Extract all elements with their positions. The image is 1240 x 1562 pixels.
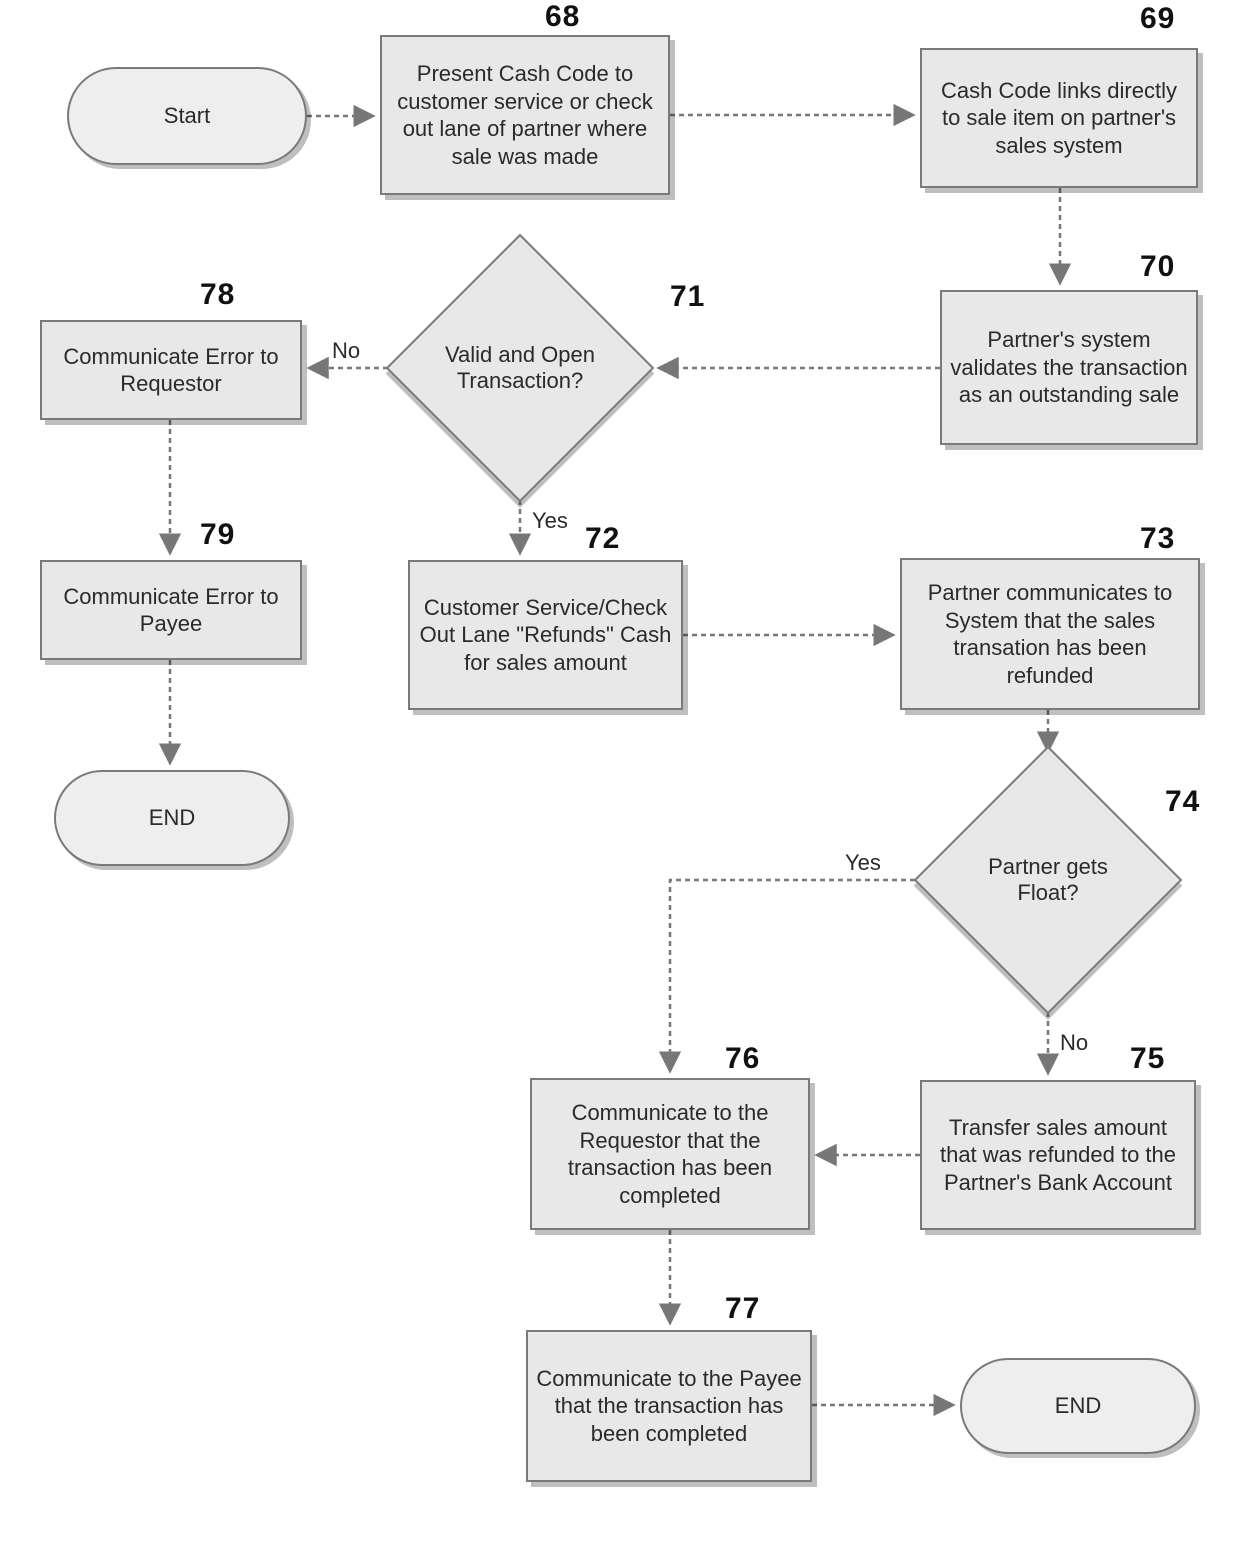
step-number-68: 68 xyxy=(545,0,580,34)
node-end2: END xyxy=(960,1358,1196,1454)
step-number-71: 71 xyxy=(670,280,705,314)
node-start: Start xyxy=(67,67,307,165)
step-number-77: 77 xyxy=(725,1292,760,1326)
node-n72: Customer Service/Check Out Lane "Refunds… xyxy=(408,560,683,710)
step-number-78: 78 xyxy=(200,278,235,312)
node-text: Communicate to the Payee that the transa… xyxy=(536,1365,802,1448)
node-text: Transfer sales amount that was refunded … xyxy=(930,1114,1186,1197)
node-end1: END xyxy=(54,770,290,866)
edge-label: No xyxy=(332,338,360,364)
edge-label: Yes xyxy=(845,850,881,876)
node-text: Start xyxy=(164,102,210,130)
node-n78: Communicate Error to Requestor xyxy=(40,320,302,420)
node-n79: Communicate Error to Payee xyxy=(40,560,302,660)
node-text: Communicate to the Requestor that the tr… xyxy=(540,1099,800,1209)
node-n75: Transfer sales amount that was refunded … xyxy=(920,1080,1196,1230)
node-n73: Partner communicates to System that the … xyxy=(900,558,1200,710)
step-number-70: 70 xyxy=(1140,250,1175,284)
node-n69: Cash Code links directly to sale item on… xyxy=(920,48,1198,188)
node-text: Cash Code links directly to sale item on… xyxy=(930,77,1188,160)
edge xyxy=(670,880,915,1070)
step-number-73: 73 xyxy=(1140,522,1175,556)
step-number-75: 75 xyxy=(1130,1042,1165,1076)
node-n70: Partner's system validates the transacti… xyxy=(940,290,1198,445)
step-number-76: 76 xyxy=(725,1042,760,1076)
node-d71: Valid and Open Transaction? xyxy=(425,273,615,463)
node-text: Present Cash Code to customer service or… xyxy=(390,60,660,170)
node-n77: Communicate to the Payee that the transa… xyxy=(526,1330,812,1482)
node-text: Partner gets Float? xyxy=(953,785,1143,975)
node-text: END xyxy=(1055,1392,1101,1420)
node-text: Communicate Error to Payee xyxy=(50,583,292,638)
step-number-72: 72 xyxy=(585,522,620,556)
node-d74: Partner gets Float? xyxy=(953,785,1143,975)
node-n68: Present Cash Code to customer service or… xyxy=(380,35,670,195)
node-text: Partner communicates to System that the … xyxy=(910,579,1190,689)
node-text: Partner's system validates the transacti… xyxy=(950,326,1188,409)
step-number-79: 79 xyxy=(200,518,235,552)
node-text: Valid and Open Transaction? xyxy=(425,273,615,463)
edge-label: No xyxy=(1060,1030,1088,1056)
node-text: Communicate Error to Requestor xyxy=(50,343,292,398)
step-number-74: 74 xyxy=(1165,785,1200,819)
edge-label: Yes xyxy=(532,508,568,534)
node-text: Customer Service/Check Out Lane "Refunds… xyxy=(418,594,673,677)
flowchart-canvas: Start Present Cash Code to customer servi… xyxy=(0,0,1240,1562)
step-number-69: 69 xyxy=(1140,2,1175,36)
node-text: END xyxy=(149,804,195,832)
node-n76: Communicate to the Requestor that the tr… xyxy=(530,1078,810,1230)
